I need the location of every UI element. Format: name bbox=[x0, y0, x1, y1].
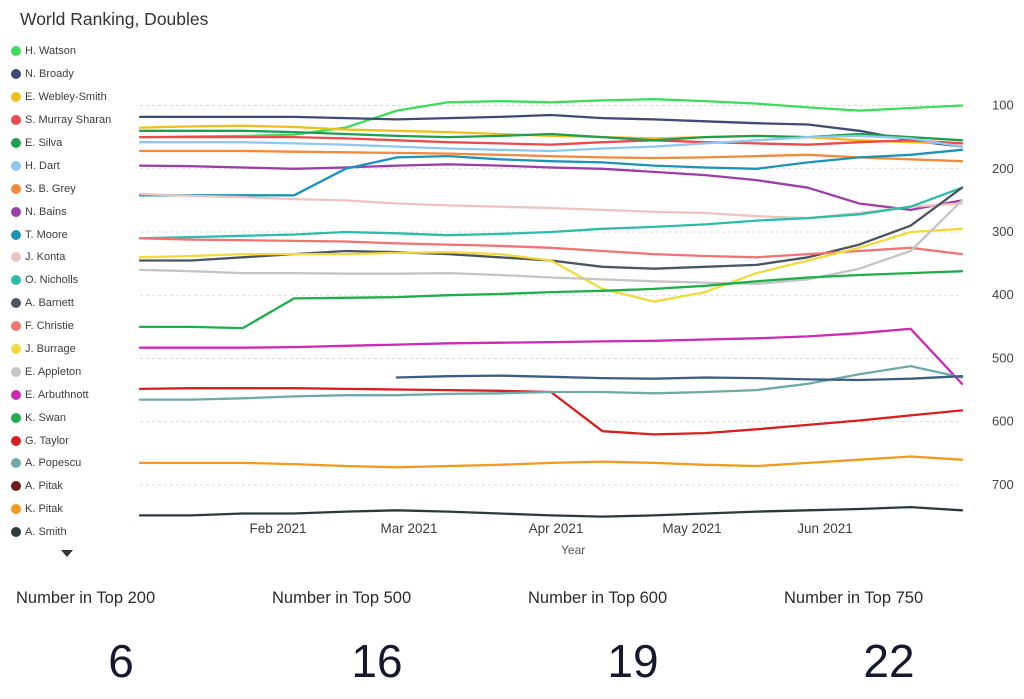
svg-text:100: 100 bbox=[992, 98, 1014, 113]
svg-text:400: 400 bbox=[992, 287, 1014, 302]
svg-text:200: 200 bbox=[992, 161, 1014, 176]
svg-text:600: 600 bbox=[992, 414, 1014, 429]
svg-text:700: 700 bbox=[992, 477, 1014, 492]
svg-text:500: 500 bbox=[992, 351, 1014, 366]
svg-text:300: 300 bbox=[992, 224, 1014, 239]
